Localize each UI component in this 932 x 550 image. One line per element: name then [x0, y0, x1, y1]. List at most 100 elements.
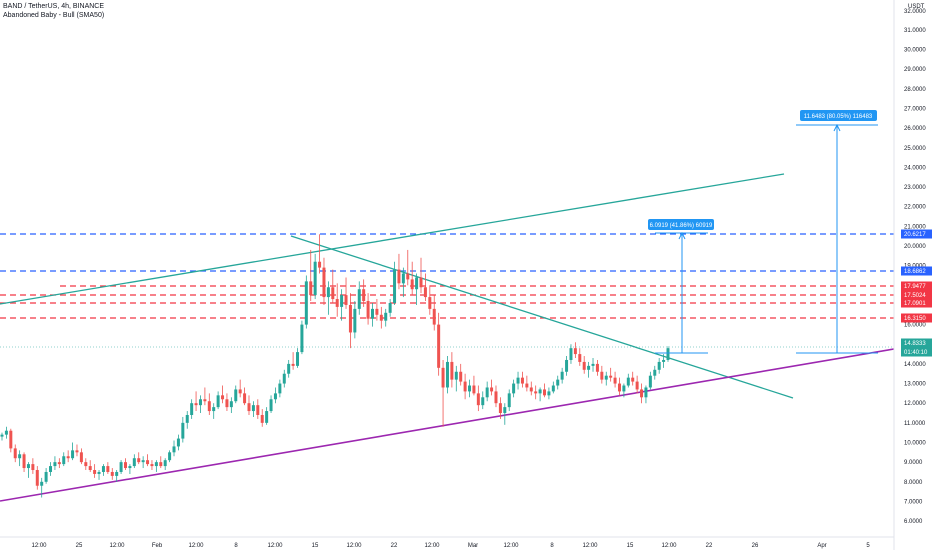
- candle[interactable]: [128, 464, 132, 474]
- candle[interactable]: [260, 409, 264, 427]
- candle[interactable]: [79, 448, 83, 465]
- candle[interactable]: [194, 391, 198, 412]
- candle[interactable]: [66, 450, 70, 463]
- candle[interactable]: [198, 395, 202, 414]
- candle[interactable]: [119, 460, 123, 474]
- candle[interactable]: [406, 249, 410, 286]
- candle[interactable]: [163, 458, 167, 471]
- indicator-title[interactable]: Abandoned Baby - Bull (SMA50): [3, 12, 105, 19]
- candle[interactable]: [291, 352, 295, 370]
- candle[interactable]: [141, 456, 145, 469]
- candle[interactable]: [640, 383, 644, 404]
- candle[interactable]: [137, 452, 141, 465]
- candle[interactable]: [57, 458, 61, 469]
- candle[interactable]: [71, 442, 75, 461]
- candle[interactable]: [498, 397, 502, 419]
- candle[interactable]: [388, 299, 392, 317]
- candle[interactable]: [565, 356, 569, 376]
- candle[interactable]: [468, 379, 472, 398]
- candle[interactable]: [229, 397, 233, 414]
- candle[interactable]: [26, 462, 30, 478]
- candle[interactable]: [296, 348, 300, 368]
- candle[interactable]: [410, 261, 414, 296]
- candle[interactable]: [357, 281, 361, 315]
- candle[interactable]: [97, 470, 101, 480]
- candle[interactable]: [428, 285, 432, 315]
- candle[interactable]: [362, 279, 366, 307]
- candle[interactable]: [604, 371, 608, 386]
- candle[interactable]: [216, 391, 220, 410]
- candle[interactable]: [631, 371, 635, 386]
- candle[interactable]: [393, 261, 397, 305]
- candle[interactable]: [441, 359, 445, 427]
- candle[interactable]: [344, 277, 348, 309]
- candle[interactable]: [40, 477, 44, 498]
- candle[interactable]: [115, 470, 119, 482]
- candle[interactable]: [516, 371, 520, 390]
- candle[interactable]: [454, 365, 458, 392]
- candle[interactable]: [644, 385, 648, 404]
- candle[interactable]: [49, 462, 53, 476]
- candle[interactable]: [273, 387, 277, 404]
- candle[interactable]: [520, 371, 524, 388]
- candle[interactable]: [635, 375, 639, 394]
- candle[interactable]: [653, 365, 657, 380]
- measure-tool-small[interactable]: 6.0919 (41.86%) 60919: [648, 219, 714, 354]
- candle[interactable]: [582, 356, 586, 374]
- candle[interactable]: [485, 381, 489, 402]
- candle[interactable]: [609, 367, 613, 382]
- candle[interactable]: [384, 308, 388, 327]
- candle[interactable]: [53, 456, 57, 471]
- candle[interactable]: [379, 306, 383, 329]
- candle[interactable]: [556, 375, 560, 390]
- candle[interactable]: [287, 359, 291, 378]
- candle[interactable]: [534, 385, 538, 400]
- candle[interactable]: [547, 387, 551, 400]
- candle[interactable]: [31, 458, 35, 474]
- candle[interactable]: [132, 454, 136, 469]
- support-trendline[interactable]: [0, 347, 901, 502]
- candle[interactable]: [366, 293, 370, 325]
- candle[interactable]: [190, 399, 194, 419]
- candle[interactable]: [476, 385, 480, 412]
- candle[interactable]: [101, 464, 105, 476]
- candle[interactable]: [150, 460, 154, 471]
- candle[interactable]: [626, 373, 630, 388]
- candle[interactable]: [304, 275, 308, 329]
- candle[interactable]: [397, 253, 401, 290]
- candle[interactable]: [13, 444, 17, 463]
- candle[interactable]: [666, 346, 670, 362]
- measure-tool-large[interactable]: 11.6483 (80.05%) 116483: [796, 110, 878, 354]
- candle[interactable]: [401, 267, 405, 298]
- candle[interactable]: [578, 348, 582, 366]
- candle[interactable]: [225, 393, 229, 412]
- candle[interactable]: [154, 460, 158, 472]
- candle[interactable]: [159, 456, 163, 469]
- candle[interactable]: [265, 407, 269, 425]
- candle[interactable]: [123, 458, 127, 471]
- candle[interactable]: [353, 301, 357, 339]
- candle[interactable]: [146, 454, 150, 467]
- candle[interactable]: [322, 257, 326, 305]
- candle[interactable]: [600, 365, 604, 384]
- candle[interactable]: [450, 352, 454, 388]
- candle[interactable]: [62, 452, 66, 467]
- candle[interactable]: [551, 381, 555, 394]
- candle[interactable]: [238, 379, 242, 398]
- candle[interactable]: [432, 295, 436, 331]
- candle[interactable]: [662, 354, 666, 368]
- candle[interactable]: [247, 395, 251, 415]
- candle[interactable]: [326, 281, 330, 315]
- candle[interactable]: [300, 320, 304, 355]
- candle[interactable]: [419, 257, 423, 294]
- candlestick-series[interactable]: [0, 234, 670, 498]
- candle[interactable]: [348, 293, 352, 349]
- candle[interactable]: [35, 466, 39, 490]
- candle[interactable]: [437, 312, 441, 376]
- candle[interactable]: [168, 450, 172, 463]
- candle[interactable]: [172, 440, 176, 457]
- candle[interactable]: [591, 358, 595, 372]
- candle[interactable]: [512, 379, 516, 398]
- candle[interactable]: [503, 403, 507, 425]
